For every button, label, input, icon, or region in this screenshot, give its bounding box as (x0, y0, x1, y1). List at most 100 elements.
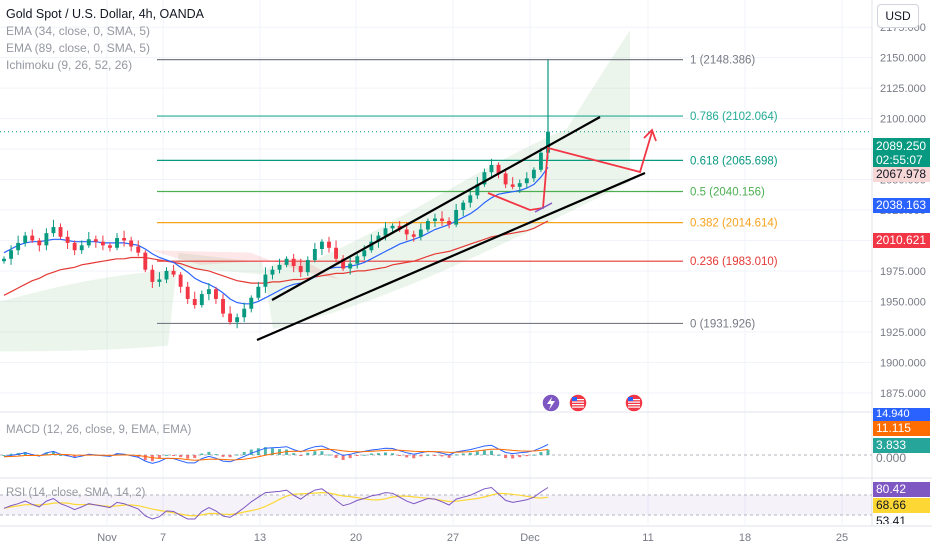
last-price-tag: 2089.250 02:55:07 (873, 138, 930, 167)
candle[interactable] (192, 291, 197, 309)
candle[interactable] (242, 302, 247, 323)
candle[interactable] (228, 306, 233, 325)
macd-hist-bar (334, 455, 338, 458)
candle[interactable] (447, 217, 452, 229)
candle[interactable] (510, 177, 515, 190)
rsi-label[interactable]: RSI (14, close, SMA, 14, 2) (6, 487, 146, 499)
candle[interactable] (327, 236, 331, 253)
candle[interactable] (79, 240, 84, 254)
event-us-flag-icon[interactable] (624, 393, 644, 413)
candle[interactable] (185, 281, 190, 304)
candle[interactable] (157, 272, 162, 287)
candle[interactable] (23, 231, 28, 247)
candle[interactable] (390, 223, 395, 232)
candle[interactable] (58, 223, 63, 240)
candle[interactable] (503, 168, 508, 189)
indicator-ema-89[interactable]: EMA (89, close, 0, SMA, 5) (6, 41, 151, 55)
candle[interactable] (2, 256, 6, 264)
candle[interactable] (108, 242, 112, 252)
candle[interactable] (150, 264, 155, 288)
macd-hist-bar (447, 455, 451, 458)
candle[interactable] (65, 230, 70, 249)
candle[interactable] (178, 272, 183, 293)
candle[interactable] (319, 239, 324, 256)
macd-hist-bar (51, 451, 55, 455)
macd-signal-line (3, 448, 549, 461)
projection-arrowhead (643, 128, 657, 142)
candle[interactable] (115, 233, 119, 251)
candle[interactable] (305, 256, 310, 276)
candle[interactable] (411, 230, 416, 242)
candle[interactable] (334, 240, 338, 263)
candle[interactable] (454, 203, 459, 228)
candle[interactable] (100, 235, 105, 251)
candle[interactable] (72, 240, 77, 256)
candle[interactable] (440, 211, 444, 226)
candle[interactable] (51, 219, 56, 237)
projection-path[interactable] (487, 131, 653, 211)
candle[interactable] (129, 236, 134, 252)
candle[interactable] (263, 267, 268, 293)
macd-hist-bar (143, 455, 147, 461)
candle[interactable] (418, 223, 423, 241)
time-tick: 7 (160, 532, 166, 544)
candle[interactable] (9, 245, 14, 265)
macd-hist-bar (200, 453, 204, 455)
candle[interactable] (256, 281, 261, 301)
candle[interactable] (489, 158, 494, 179)
candle[interactable] (341, 255, 346, 271)
indicator-ema-34[interactable]: EMA (34, close, 0, SMA, 5) (6, 24, 151, 38)
macd-label[interactable]: MACD (12, 26, close, 9, EMA, EMA) (6, 424, 192, 436)
candle[interactable] (482, 168, 487, 187)
candle[interactable] (44, 228, 49, 251)
candle[interactable] (433, 213, 437, 228)
candle[interactable] (312, 242, 317, 263)
candle[interactable] (538, 147, 543, 173)
time-tick: Dec (520, 532, 540, 544)
channel-upper-line[interactable] (271, 116, 601, 301)
macd-hist-bar (157, 455, 161, 459)
currency-selector[interactable]: USD (877, 4, 919, 28)
candle[interactable] (517, 179, 522, 193)
candle[interactable] (249, 295, 254, 313)
candle[interactable] (496, 162, 501, 179)
event-lightning-icon[interactable] (541, 393, 561, 413)
channel-lower-line[interactable] (256, 171, 646, 342)
candle[interactable] (136, 240, 141, 257)
candle[interactable] (348, 257, 353, 275)
candle[interactable] (93, 235, 98, 248)
candle[interactable] (221, 294, 225, 318)
candle[interactable] (199, 290, 204, 308)
candle[interactable] (475, 177, 480, 200)
trend-drawings (256, 116, 657, 342)
candle[interactable] (171, 264, 176, 278)
candle[interactable] (425, 218, 430, 232)
macd-hist-tag: 3.833 (873, 438, 930, 453)
candle[interactable] (277, 258, 282, 274)
candle[interactable] (235, 313, 240, 329)
macd-hist-bar (228, 455, 232, 458)
candle[interactable] (206, 283, 211, 301)
candle[interactable] (531, 167, 536, 182)
candle[interactable] (291, 253, 296, 273)
candle[interactable] (355, 253, 360, 269)
candle[interactable] (468, 190, 473, 208)
candle[interactable] (86, 231, 91, 248)
candle[interactable] (284, 256, 289, 268)
candle[interactable] (298, 258, 303, 278)
candle[interactable] (30, 229, 35, 243)
indicator-ichimoku[interactable]: Ichimoku (9, 26, 52, 26) (6, 58, 133, 72)
symbol-title[interactable]: Gold Spot / U.S. Dollar, 4h, OANDA (6, 7, 204, 21)
candle[interactable] (143, 250, 148, 273)
event-us-flag-icon[interactable] (568, 393, 588, 413)
candle[interactable] (524, 172, 529, 189)
candle[interactable] (164, 267, 169, 284)
candle[interactable] (122, 230, 127, 247)
candle[interactable] (37, 238, 42, 252)
price-tick: 1975.000 (880, 266, 926, 278)
candle[interactable] (461, 200, 466, 217)
candle[interactable] (214, 286, 218, 304)
candle[interactable] (270, 266, 275, 280)
candle[interactable] (16, 235, 21, 256)
